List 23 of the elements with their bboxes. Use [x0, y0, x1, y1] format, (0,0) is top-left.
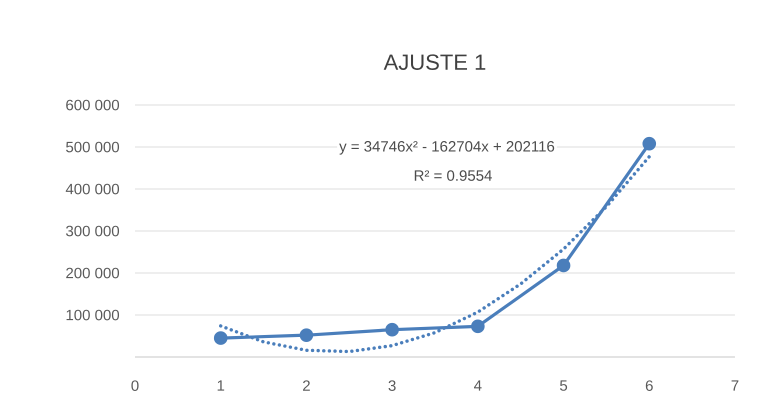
point	[300, 328, 314, 342]
x-tick-label: 7	[732, 380, 738, 391]
y-tick-label: 400 000	[66, 184, 120, 194]
x-tick-label: 4	[474, 380, 482, 391]
x-tick-label: 2	[303, 380, 310, 391]
point	[214, 331, 228, 345]
y-tick-label: 500 000	[66, 142, 120, 152]
point	[471, 320, 485, 334]
point	[642, 136, 656, 150]
point	[385, 322, 399, 336]
y-tick-label: 200 000	[66, 268, 120, 278]
x-tick-label: 0	[131, 380, 139, 391]
y-tick-label: 300 000	[66, 226, 120, 236]
x-tick-label: 3	[388, 380, 396, 391]
annotation: y = 34746x² - 162704x + 202116	[339, 141, 554, 155]
y-tick-label: 600 000	[66, 100, 120, 110]
chart-title: AJUSTE 1	[384, 54, 486, 70]
x-tick-label: 1	[218, 380, 224, 391]
annotation: R² = 0.9554	[414, 170, 492, 181]
x-tick-label: 5	[560, 380, 568, 391]
x-tick-label: 6	[646, 380, 653, 391]
point	[556, 258, 570, 272]
y-tick-label: 100 000	[66, 310, 120, 320]
